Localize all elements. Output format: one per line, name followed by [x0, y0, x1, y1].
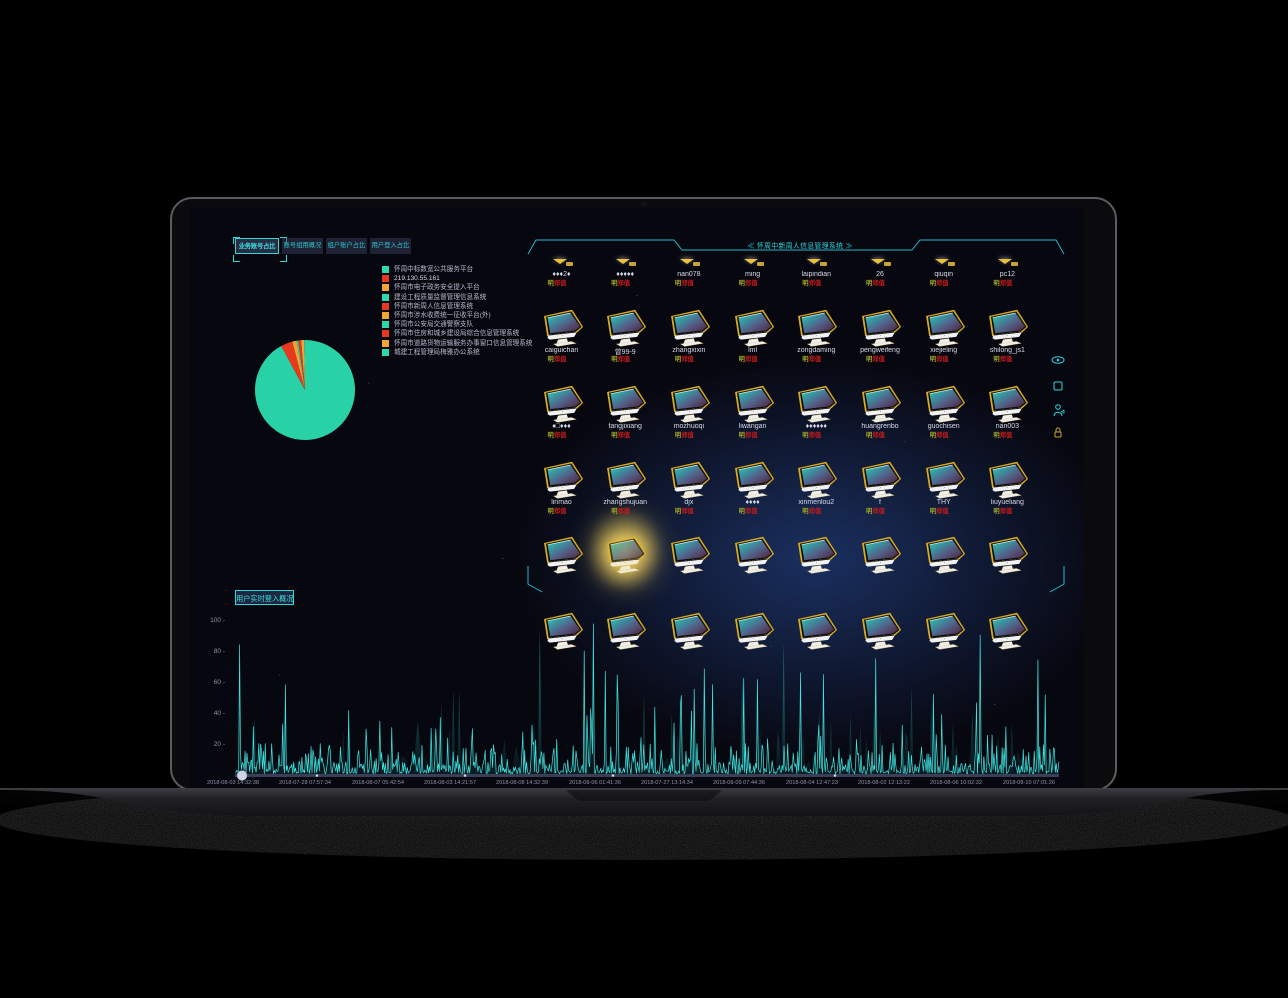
svg-text:40 -: 40 - [214, 710, 225, 717]
svg-text:80 -: 80 - [214, 648, 225, 655]
svg-text:100 -: 100 - [210, 617, 225, 624]
svg-text:60 -: 60 - [214, 679, 225, 686]
svg-text:20 -: 20 - [214, 741, 225, 748]
